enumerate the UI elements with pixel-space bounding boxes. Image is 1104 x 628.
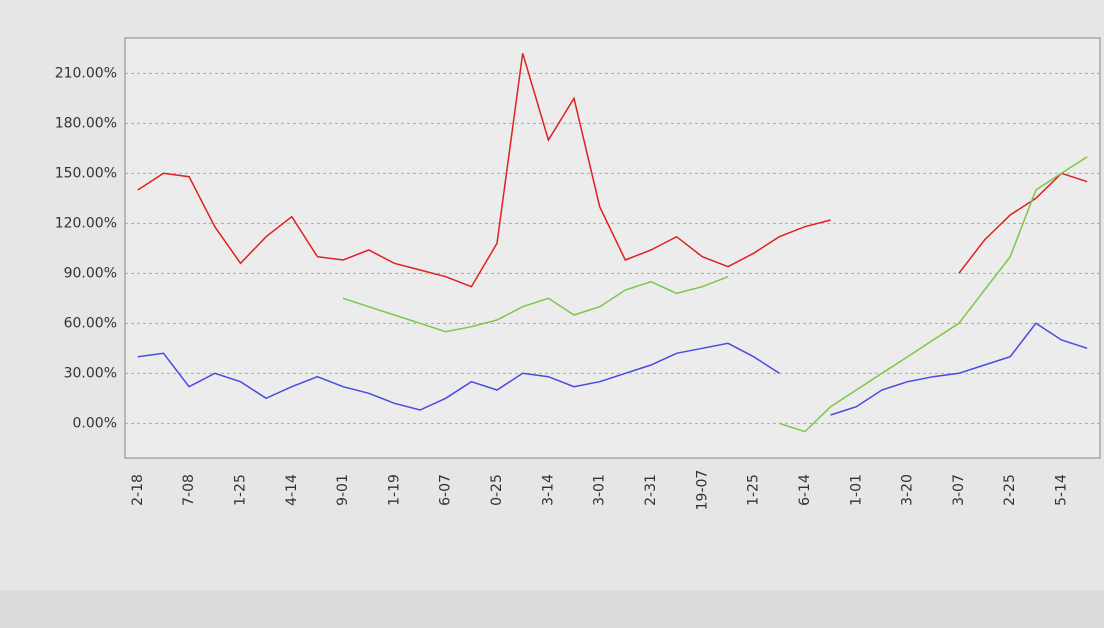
y-tick-label: 120.00% xyxy=(55,215,117,231)
x-tick-label: 3-07 xyxy=(951,474,967,506)
x-tick-label: 5-14 xyxy=(1054,474,1070,506)
series-line xyxy=(137,53,1088,288)
plot-area xyxy=(124,37,1101,459)
series-line xyxy=(342,156,1088,433)
x-tick-label: 2-31 xyxy=(643,474,659,506)
x-tick-label: 9-01 xyxy=(335,474,351,506)
x-tick-label: 2-18 xyxy=(130,474,146,506)
y-tick-label: 180.00% xyxy=(55,115,117,131)
x-tick-label: 1-01 xyxy=(848,474,864,506)
x-tick-label: 1-19 xyxy=(386,474,402,506)
x-tick-label: 2-25 xyxy=(1002,474,1018,506)
x-tick-label: 4-14 xyxy=(284,474,300,506)
y-tick-label: 90.00% xyxy=(64,265,117,281)
x-tick-label: 7-08 xyxy=(181,474,197,506)
y-tick-label: 150.00% xyxy=(55,165,117,181)
x-tick-label: 6-07 xyxy=(438,474,454,506)
x-tick-label: 19-07 xyxy=(694,470,710,511)
y-tick-label: 30.00% xyxy=(64,365,117,381)
x-tick-label: 6-14 xyxy=(797,474,813,506)
x-tick-label: 3-14 xyxy=(540,474,556,506)
y-tick-label: 60.00% xyxy=(64,315,117,331)
y-tick-label: 0.00% xyxy=(73,415,117,431)
x-tick-label: 3-20 xyxy=(900,474,916,506)
x-tick-label: 0-25 xyxy=(489,474,505,506)
y-tick-label: 210.00% xyxy=(55,65,117,81)
x-tick-label: 1-25 xyxy=(232,474,248,506)
series-line xyxy=(137,322,1088,416)
x-tick-label: 1-25 xyxy=(746,474,762,506)
x-tick-label: 3-01 xyxy=(592,474,608,506)
legend-bar xyxy=(0,590,1104,628)
